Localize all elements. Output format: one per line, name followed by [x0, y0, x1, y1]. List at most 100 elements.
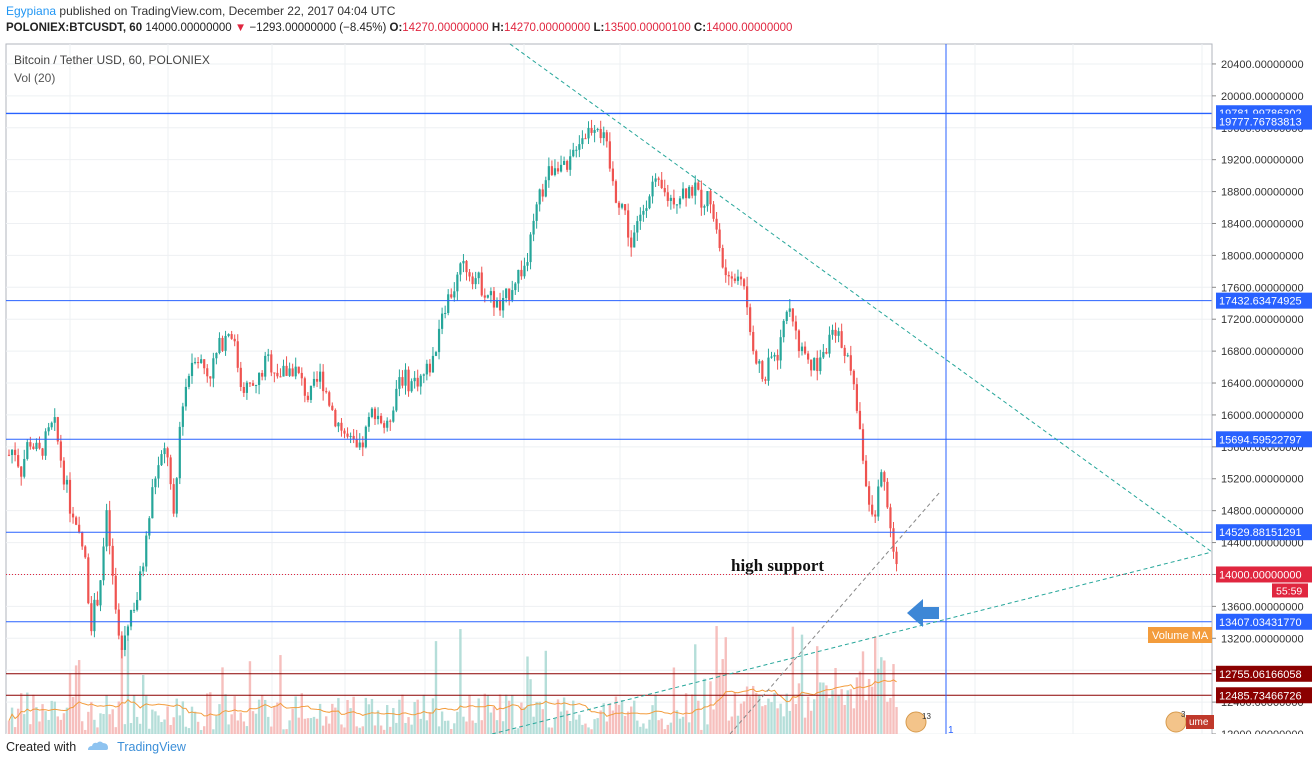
event-badge-13[interactable]: 13 [905, 711, 931, 733]
volume-bar [65, 707, 69, 734]
candle-body [41, 448, 44, 456]
candle-body [254, 384, 258, 386]
volume-bar [703, 678, 706, 734]
volume-bar [727, 720, 730, 734]
arrow-icon[interactable] [907, 599, 939, 627]
descending-trendline[interactable] [509, 43, 1213, 553]
volume-bar [867, 678, 871, 734]
volume-bar [193, 711, 197, 734]
candle-body [322, 371, 325, 392]
volume-bar [602, 703, 605, 734]
level-tag-label: 19777.76783813 [1219, 117, 1302, 129]
volume-ma-tag [1148, 627, 1212, 643]
legend-title: Bitcoin / Tether USD, 60, POLONIEX [14, 53, 210, 67]
volume-bar [739, 703, 743, 734]
candle-body [697, 182, 700, 190]
candle-body [636, 221, 639, 233]
gray-projection-line[interactable] [729, 491, 941, 734]
price-axis[interactable]: 12000.0000000012400.0000000012800.000000… [1211, 44, 1312, 734]
candle-body [288, 368, 291, 376]
volume-bar [248, 661, 252, 734]
volume-bar [349, 708, 352, 734]
candle-body [541, 189, 544, 197]
candle-body [761, 361, 764, 380]
volume-bar [700, 729, 703, 734]
candle-body [398, 377, 401, 389]
volume-bar [843, 704, 846, 734]
volume-bar [145, 695, 148, 734]
candle-body [825, 351, 828, 354]
volume-bar [401, 694, 404, 734]
volume-bar [477, 698, 480, 734]
open-value: 14270.00000000 [402, 22, 489, 34]
volume-bar [398, 699, 401, 734]
candle-body [526, 262, 529, 266]
author-link[interactable]: Egypiana [6, 4, 57, 18]
horizontal-levels[interactable] [6, 44, 1212, 734]
volume-bar [157, 715, 160, 734]
volume-bar [309, 718, 313, 734]
candle-body [709, 191, 712, 205]
symbol-label: POLONIEX:BTCUSDT, 60 [6, 22, 143, 34]
publish-header: Egypiana published on TradingView.com, D… [6, 4, 395, 18]
candle-body [477, 272, 480, 279]
candle-body [389, 420, 392, 422]
candle-body [739, 276, 743, 280]
volume-bar [389, 726, 392, 734]
event-badge-3[interactable]: 3 [1165, 710, 1187, 733]
candle-body [270, 354, 273, 373]
candle-body [578, 144, 581, 150]
volume-bar [483, 693, 486, 734]
volume-bar [221, 667, 224, 734]
volume-bar [788, 710, 791, 734]
volume-bar [376, 710, 380, 734]
volume-bar [572, 700, 575, 734]
volume-bar [565, 710, 569, 734]
price-chart[interactable]: 12000.0000000012400.0000000012800.000000… [0, 40, 1316, 734]
volume-bar [605, 721, 608, 734]
volume-bar [32, 694, 35, 734]
volume-bar [138, 723, 142, 734]
volume-bar [456, 711, 459, 734]
candle-body [7, 454, 11, 456]
candle-body [611, 168, 614, 182]
candle-body [651, 181, 654, 197]
volume-bar [56, 716, 59, 734]
candle-body [678, 198, 682, 205]
candle-body [120, 635, 123, 650]
candle-body [53, 417, 56, 423]
candle-body [553, 168, 557, 175]
volume-bar [855, 677, 859, 734]
volume-bar [562, 697, 566, 734]
tradingview-cloud-icon[interactable] [86, 740, 110, 755]
candle-body [242, 386, 245, 393]
candle-body [858, 410, 862, 430]
change-value: −1293.00000000 (−8.45%) [249, 22, 387, 34]
trend-lines[interactable] [491, 43, 1213, 734]
candle-body [785, 311, 788, 321]
volume-bar [892, 664, 895, 734]
ascending-trendline[interactable] [491, 551, 1213, 734]
candle-body [742, 279, 746, 287]
candle-body [44, 431, 47, 456]
tradingview-link[interactable]: TradingView [117, 740, 186, 754]
candle-body [663, 188, 666, 193]
candle-body [645, 208, 648, 211]
candle-body [502, 298, 505, 311]
volume-ma-line [8, 679, 897, 721]
volume-bar [303, 718, 307, 734]
volume-bar [584, 723, 587, 734]
level-tag-3 [1216, 431, 1312, 448]
volume-bar [889, 697, 892, 734]
volume-bar [758, 694, 761, 734]
event-badge-1[interactable]: 1 [948, 725, 954, 734]
volume-bar [111, 709, 114, 734]
candle-body [685, 188, 688, 199]
y-tick-label: 16400.00000000 [1221, 378, 1304, 390]
volume-bar [410, 724, 413, 734]
candle-body [758, 361, 761, 364]
candle-body [868, 486, 871, 505]
high-support-annotation[interactable]: high support [731, 556, 824, 575]
level-tag-4 [1216, 524, 1312, 541]
candle-body [428, 363, 431, 373]
